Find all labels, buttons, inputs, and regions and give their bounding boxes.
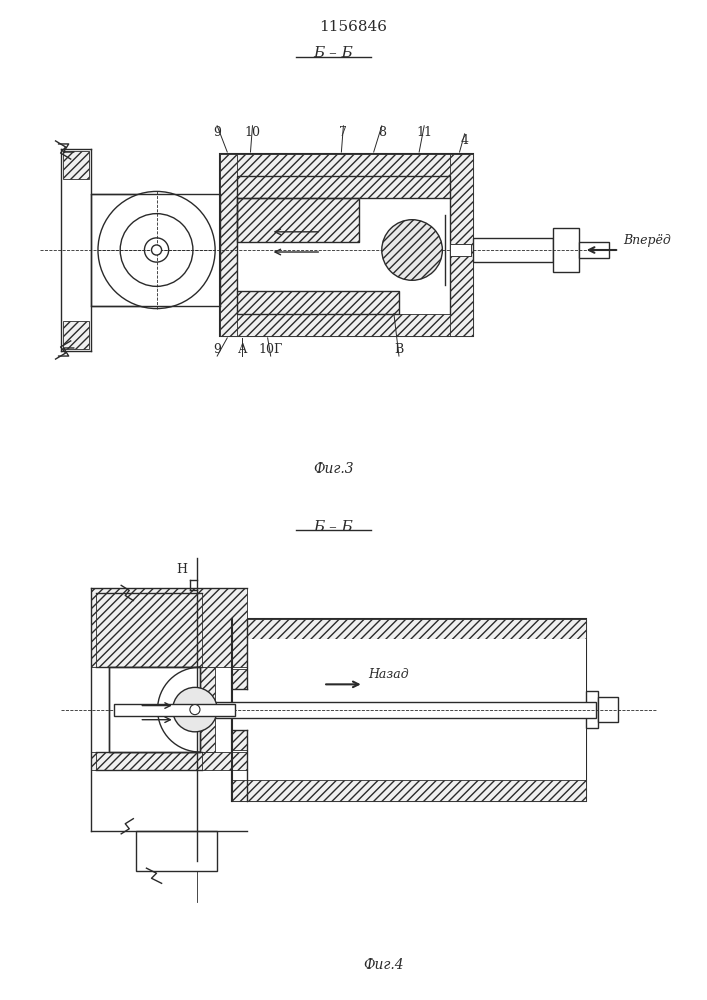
Text: В: В	[395, 343, 404, 356]
Bar	[63, 151, 89, 179]
Bar	[238, 291, 399, 314]
Text: 10Г: 10Г	[259, 343, 283, 356]
Bar	[238, 176, 450, 198]
Bar	[450, 244, 471, 256]
Bar	[238, 198, 358, 242]
Bar	[473, 238, 554, 262]
Bar	[233, 730, 247, 750]
Bar	[91, 194, 146, 306]
Bar	[233, 639, 586, 780]
Text: А: А	[238, 343, 247, 356]
Text: 10: 10	[245, 126, 260, 139]
Text: 9: 9	[214, 343, 221, 356]
Bar	[238, 176, 450, 198]
Text: 7: 7	[339, 126, 347, 139]
Bar	[109, 667, 200, 752]
Bar	[233, 619, 586, 800]
Bar	[450, 244, 471, 256]
Bar	[586, 691, 598, 728]
Circle shape	[382, 220, 443, 280]
Bar	[220, 154, 473, 176]
Bar	[233, 669, 247, 689]
Text: 4: 4	[460, 134, 469, 147]
Circle shape	[98, 191, 215, 309]
Text: 11: 11	[416, 126, 432, 139]
Circle shape	[144, 238, 169, 262]
Bar	[202, 702, 596, 718]
Circle shape	[173, 687, 217, 732]
Bar	[96, 593, 202, 667]
Text: 8: 8	[378, 126, 386, 139]
Text: H: H	[176, 563, 187, 576]
Bar	[136, 831, 217, 871]
Bar	[109, 667, 200, 752]
Text: Фиг.4: Фиг.4	[363, 958, 404, 972]
Bar	[238, 176, 450, 314]
Bar	[579, 242, 609, 258]
Bar	[598, 697, 618, 722]
Bar	[96, 752, 202, 770]
Circle shape	[151, 245, 162, 255]
Text: Назад: Назад	[368, 668, 409, 681]
Bar	[220, 314, 473, 336]
Text: Б – Б: Б – Б	[313, 520, 354, 534]
Bar	[91, 752, 247, 770]
Bar	[233, 780, 586, 800]
Text: Фиг.3: Фиг.3	[313, 462, 354, 476]
Text: 9: 9	[214, 126, 221, 139]
Bar	[238, 198, 358, 242]
Bar	[238, 291, 399, 314]
Bar	[554, 228, 579, 272]
Circle shape	[120, 214, 193, 286]
Bar	[109, 734, 200, 752]
Circle shape	[190, 705, 200, 715]
Bar	[91, 588, 247, 667]
Bar	[195, 667, 215, 752]
Text: Б – Б: Б – Б	[313, 46, 354, 60]
Bar	[233, 619, 586, 639]
Text: 1156846: 1156846	[320, 20, 387, 34]
Bar	[220, 154, 473, 336]
Bar	[109, 667, 200, 685]
Bar	[450, 154, 473, 336]
Bar	[114, 704, 235, 716]
Text: Вперёд: Вперёд	[623, 234, 671, 247]
Bar	[63, 321, 89, 349]
Bar	[220, 154, 238, 336]
